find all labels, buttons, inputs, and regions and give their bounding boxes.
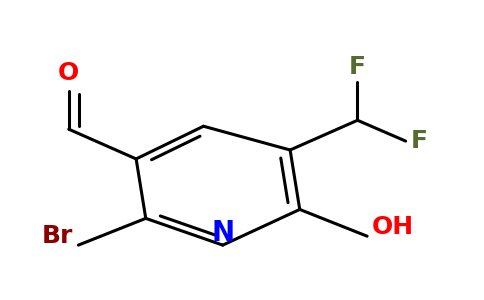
Text: O: O [58,61,79,85]
Text: F: F [349,55,366,79]
Text: OH: OH [372,215,414,239]
Text: N: N [211,219,234,247]
Text: F: F [410,129,427,153]
Text: Br: Br [42,224,74,248]
